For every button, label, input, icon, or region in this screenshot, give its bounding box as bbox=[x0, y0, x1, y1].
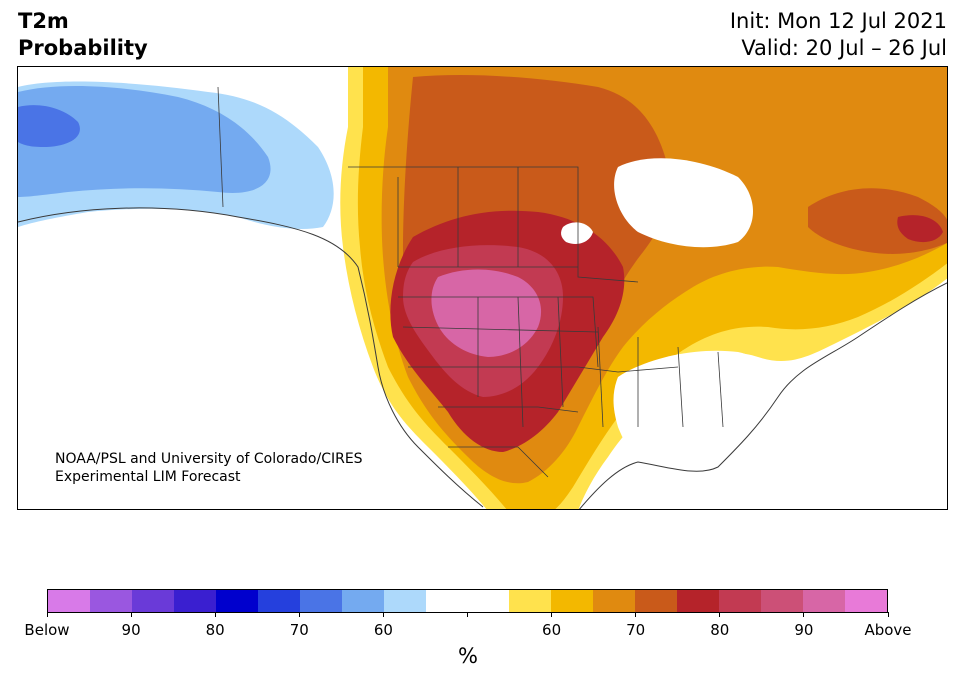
colorbar-segment bbox=[425, 590, 468, 612]
coastline bbox=[18, 207, 947, 509]
credit-line-2: Experimental LIM Forecast bbox=[55, 469, 241, 485]
credit-line-1: NOAA/PSL and University of Colorado/CIRE… bbox=[55, 451, 363, 467]
colorbar-tick-label: 80 bbox=[205, 621, 225, 639]
colorbar-tick-label: 70 bbox=[626, 621, 646, 639]
init-date: Init: Mon 12 Jul 2021 bbox=[729, 9, 947, 33]
neutral-region-southeast bbox=[613, 350, 767, 484]
colorbar-segment bbox=[803, 590, 846, 612]
colorbar-tick-label: Below bbox=[24, 621, 70, 639]
colorbar-tickmark bbox=[803, 612, 805, 617]
forecast-dates: Init: Mon 12 Jul 2021 Valid: 20 Jul – 26… bbox=[730, 8, 947, 62]
colorbar-segment bbox=[635, 590, 678, 612]
colorbar-tickmark bbox=[382, 612, 384, 617]
colorbar-tickmark bbox=[214, 612, 216, 617]
colorbar-segment bbox=[509, 590, 552, 612]
colorbar-tick-label: Above bbox=[864, 621, 912, 639]
above-normal-region-75-east bbox=[897, 215, 943, 243]
colorbar-segment bbox=[48, 590, 90, 612]
colorbar-tickmark bbox=[719, 612, 721, 617]
colorbar-tickmark bbox=[635, 612, 637, 617]
colorbar-segment bbox=[551, 590, 594, 612]
colorbar-tick-label: 60 bbox=[542, 621, 562, 639]
colorbar-segment bbox=[845, 590, 888, 612]
colorbar-tickmark bbox=[46, 612, 48, 617]
colorbar-segment bbox=[761, 590, 804, 612]
colorbar bbox=[47, 589, 888, 613]
colorbar-unit: % bbox=[458, 644, 478, 668]
colorbar-segment bbox=[215, 590, 258, 612]
chart-title: T2m Probability bbox=[18, 8, 148, 62]
colorbar-segment bbox=[719, 590, 762, 612]
colorbar-tickmark bbox=[298, 612, 300, 617]
title-line-type: Probability bbox=[18, 36, 148, 60]
colorbar-segment bbox=[593, 590, 636, 612]
hudson-bay bbox=[614, 158, 753, 248]
colorbar-tickmark bbox=[130, 612, 132, 617]
colorbar-tick-label: 60 bbox=[373, 621, 393, 639]
colorbar-tickmark bbox=[467, 612, 468, 617]
colorbar-tick-label: 90 bbox=[121, 621, 141, 639]
colorbar-tick-label: 80 bbox=[710, 621, 730, 639]
colorbar-tick-label: 70 bbox=[289, 621, 309, 639]
title-line-variable: T2m bbox=[18, 9, 69, 33]
colorbar-segment bbox=[341, 590, 384, 612]
colorbar-segment bbox=[131, 590, 174, 612]
colorbar-segment bbox=[677, 590, 720, 612]
above-normal-region-90 bbox=[431, 269, 542, 357]
probability-map bbox=[18, 67, 947, 509]
colorbar-segment bbox=[383, 590, 426, 612]
map-panel bbox=[17, 66, 948, 510]
below-normal-region-strong bbox=[18, 105, 80, 147]
colorbar-segment bbox=[257, 590, 300, 612]
colorbar-tick-label: 90 bbox=[794, 621, 814, 639]
colorbar-tickmark bbox=[887, 612, 889, 617]
colorbar-tickmark bbox=[551, 612, 553, 617]
colorbar-segment bbox=[299, 590, 342, 612]
great-lakes bbox=[561, 222, 593, 244]
valid-period: Valid: 20 Jul – 26 Jul bbox=[741, 36, 947, 60]
below-normal-region-medium bbox=[18, 85, 271, 197]
colorbar-segment bbox=[89, 590, 132, 612]
credit-text: NOAA/PSL and University of Colorado/CIRE… bbox=[55, 450, 363, 486]
political-borders bbox=[217, 86, 724, 478]
colorbar-segment bbox=[173, 590, 216, 612]
colorbar-segment bbox=[467, 590, 510, 612]
